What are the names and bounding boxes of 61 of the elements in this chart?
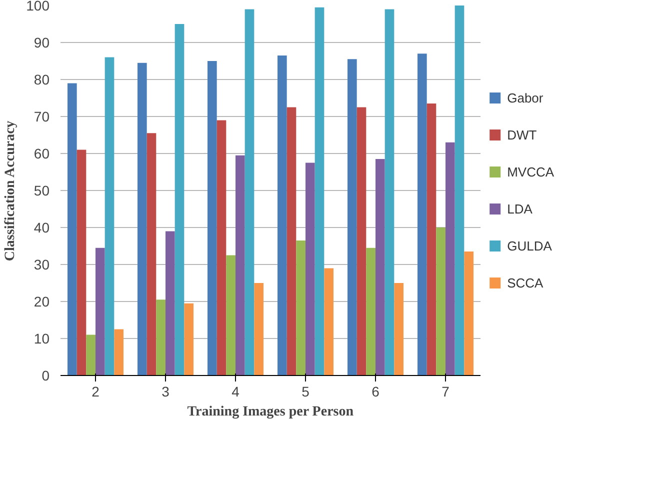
bar xyxy=(254,283,264,376)
x-tick-label: 2 xyxy=(92,384,100,400)
bar xyxy=(226,255,236,376)
y-tick-label: 60 xyxy=(34,146,50,162)
y-tick-label: 20 xyxy=(34,294,50,310)
y-tick-label: 100 xyxy=(26,0,50,14)
legend-label: MVCCA xyxy=(507,164,554,180)
x-tick-label: 4 xyxy=(232,384,240,400)
bar xyxy=(86,334,96,376)
bar xyxy=(394,283,404,376)
legend-label: GULDA xyxy=(507,238,552,254)
bar xyxy=(278,55,287,376)
x-tick-label: 5 xyxy=(302,384,310,400)
x-tick-label: 6 xyxy=(372,384,380,400)
y-axis-title: Classification Accuracy xyxy=(3,120,18,262)
x-axis-title: Training Images per Person xyxy=(187,404,354,420)
bar xyxy=(296,240,306,376)
bar xyxy=(146,133,156,376)
legend-label: SCCA xyxy=(507,276,544,290)
bar xyxy=(216,120,226,376)
legend-label: DWT xyxy=(507,128,537,142)
bar xyxy=(236,155,245,376)
legend-label: Gabor xyxy=(507,90,544,106)
y-tick-label: 50 xyxy=(34,182,50,198)
bar xyxy=(306,162,315,376)
bar xyxy=(174,24,184,376)
bar xyxy=(436,228,446,376)
bar xyxy=(114,329,124,376)
bar xyxy=(464,252,474,376)
y-tick-label: 70 xyxy=(34,108,50,124)
bar xyxy=(104,57,114,376)
bar xyxy=(68,83,77,376)
bar xyxy=(384,9,394,376)
bar xyxy=(426,104,436,376)
x-tick-label: 3 xyxy=(162,384,170,400)
y-tick-label: 80 xyxy=(34,72,50,88)
legend-label: LDA xyxy=(507,202,533,216)
y-tick-label: 40 xyxy=(34,220,50,236)
bar xyxy=(446,142,455,376)
x-tick-label: 7 xyxy=(442,384,450,400)
bar xyxy=(348,59,357,376)
bar xyxy=(418,54,427,376)
bar xyxy=(454,6,464,376)
bar xyxy=(156,300,166,376)
y-tick-label: 0 xyxy=(42,368,50,384)
bar xyxy=(76,150,86,376)
bar xyxy=(184,303,194,376)
bar xyxy=(314,7,324,376)
bar xyxy=(366,248,376,376)
bar xyxy=(166,231,175,376)
bar xyxy=(356,107,366,376)
bar xyxy=(208,61,217,376)
y-tick-label: 90 xyxy=(34,34,50,50)
y-tick-label: 30 xyxy=(34,256,50,272)
y-tick-label: 10 xyxy=(34,330,50,346)
bar xyxy=(244,9,254,376)
bar xyxy=(376,159,385,376)
bar xyxy=(96,248,105,376)
bar xyxy=(324,268,334,376)
bar xyxy=(286,107,296,376)
bar xyxy=(138,62,147,376)
